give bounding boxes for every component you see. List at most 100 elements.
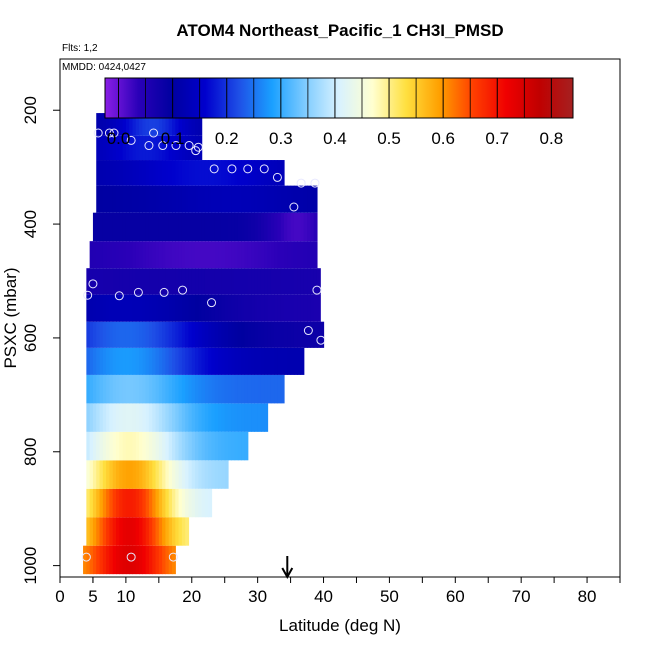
latitude-arrow-marker [281, 556, 294, 580]
heatmap-cell [168, 460, 173, 489]
heatmap-cell [116, 374, 120, 404]
heatmap-cell [221, 347, 226, 375]
sample-point-marker [296, 178, 306, 188]
heatmap-cell [112, 488, 117, 518]
heatmap-cell [125, 347, 130, 375]
heatmap-cell [99, 241, 104, 269]
heatmap-cell [145, 321, 150, 348]
heatmap-cell [234, 185, 239, 213]
heatmap-cell [208, 347, 213, 375]
heatmap-cell [290, 241, 295, 269]
heatmap-cell [102, 113, 107, 136]
heatmap-cell [162, 347, 167, 375]
heatmap-cell [102, 268, 107, 295]
heatmap-cell [119, 185, 124, 213]
heatmap-cell [96, 212, 101, 242]
heatmap-cell [139, 135, 143, 161]
heatmap-cell [102, 241, 107, 269]
heatmap-cell [135, 403, 140, 432]
heatmap-cell [102, 374, 107, 404]
heatmap-cell [270, 268, 275, 295]
heatmap-cell [172, 517, 176, 546]
heatmap-cell [244, 374, 249, 404]
heatmap-cell [145, 268, 150, 295]
heatmap-cell [191, 488, 196, 518]
heatmap-cell [89, 268, 94, 295]
heatmap-cell [119, 545, 124, 575]
heatmap-cell [122, 321, 127, 348]
heatmap-cell [201, 374, 206, 404]
heatmap-cell [188, 113, 193, 136]
heatmap-cell [297, 212, 302, 242]
heatmap-cell [244, 347, 249, 375]
heatmap-cell [145, 347, 150, 375]
heatmap-cell [148, 212, 153, 242]
heatmap-cell [198, 347, 203, 375]
heatmap-cell [198, 268, 203, 295]
heatmap-cell [247, 403, 252, 432]
heatmap-cell [119, 268, 124, 295]
heatmap-cell [158, 113, 163, 136]
heatmap-cell [112, 135, 117, 161]
heatmap-cell [102, 431, 107, 461]
heatmap-cell [228, 294, 232, 322]
heatmap-cell [129, 488, 134, 518]
heatmap-cell [109, 135, 114, 161]
heatmap-cell [152, 241, 157, 269]
heatmap-cell [191, 347, 196, 375]
heatmap-cell [119, 403, 124, 432]
heatmap-cell [211, 212, 216, 242]
heatmap-cell [264, 321, 269, 348]
heatmap-cell [181, 488, 186, 518]
heatmap-cell [237, 321, 242, 348]
heatmap-cell [201, 294, 206, 322]
heatmap-cell [142, 212, 147, 242]
heatmap-cell [188, 135, 193, 161]
heatmap-cell [158, 135, 163, 161]
heatmap-cell [254, 185, 259, 213]
heatmap-cell [237, 212, 242, 242]
heatmap-cell [109, 431, 114, 461]
heatmap-cell [175, 460, 180, 489]
heatmap-cell [260, 374, 265, 404]
heatmap-cell [142, 460, 147, 489]
heatmap-cell [145, 113, 150, 136]
heatmap-cell [293, 347, 298, 375]
heatmap-cell [300, 185, 305, 213]
heatmap-cell [214, 294, 219, 322]
heatmap-cell [132, 488, 137, 518]
sample-point-marker [144, 141, 154, 151]
heatmap-cell [135, 321, 140, 348]
heatmap-cell [267, 347, 272, 375]
heatmap-cell [211, 431, 216, 461]
heatmap-cell [96, 374, 101, 404]
heatmap-cell [274, 160, 279, 186]
heatmap-cell [178, 488, 183, 518]
heatmap-cell [129, 347, 134, 375]
heatmap-cell [139, 347, 143, 375]
heatmap-cell [214, 403, 219, 432]
heatmap-cell [247, 347, 252, 375]
heatmap-cell [280, 321, 285, 348]
heatmap-cell [244, 431, 249, 461]
heatmap-cell [162, 488, 167, 518]
heatmap-cell [251, 268, 255, 295]
heatmap-cell [152, 294, 157, 322]
heatmap-cell [224, 241, 229, 269]
heatmap-cell [129, 185, 134, 213]
heatmap-cell [241, 241, 246, 269]
heatmap-cell [191, 160, 196, 186]
heatmap-cell [257, 294, 262, 322]
heatmap-cell [218, 160, 223, 186]
heatmap-cell [293, 241, 298, 269]
colorbar-tick-label: 0.6 [431, 129, 455, 148]
sample-point-marker [159, 287, 169, 297]
heatmap-cell [158, 212, 163, 242]
heatmap-cell [148, 241, 153, 269]
heatmap-cell [224, 185, 229, 213]
heatmap-cell [96, 321, 101, 348]
heatmap-cell [195, 488, 199, 518]
heatmap-cell [218, 374, 223, 404]
heatmap-cell [195, 460, 199, 489]
heatmap-cell [313, 185, 318, 213]
